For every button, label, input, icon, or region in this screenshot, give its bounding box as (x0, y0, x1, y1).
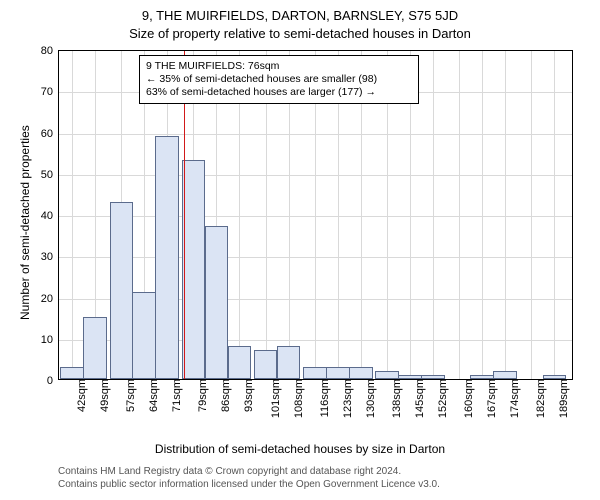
x-axis-label: Distribution of semi-detached houses by … (0, 442, 600, 456)
y-tick-label: 50 (41, 169, 59, 181)
x-tick-label: 57sqm (121, 379, 137, 412)
annotation-line: 9 THE MUIRFIELDS: 76sqm (146, 60, 412, 73)
x-tick-label: 101sqm (266, 379, 282, 418)
y-tick-label: 0 (47, 375, 59, 387)
gridline-vertical (433, 51, 434, 379)
histogram-bar (254, 350, 278, 379)
histogram-bar (182, 160, 206, 379)
annotation-line: 63% of semi-detached houses are larger (… (146, 86, 412, 99)
x-tick-label: 123sqm (338, 379, 354, 418)
x-tick-label: 86sqm (216, 379, 232, 412)
attribution-footer: Contains HM Land Registry data © Crown c… (58, 466, 440, 491)
gridline-vertical (482, 51, 483, 379)
gridline-vertical (459, 51, 460, 379)
gridline-vertical (554, 51, 555, 379)
histogram-bar (493, 371, 517, 379)
x-tick-label: 167sqm (482, 379, 498, 418)
histogram-plot: 0102030405060708042sqm49sqm57sqm64sqm71s… (58, 50, 573, 380)
histogram-bar (205, 226, 229, 379)
annotation-box: 9 THE MUIRFIELDS: 76sqm← 35% of semi-det… (139, 55, 419, 104)
histogram-bar (398, 375, 422, 379)
histogram-bar (110, 202, 134, 379)
y-tick-label: 20 (41, 293, 59, 305)
annotation-line: ← 35% of semi-detached houses are smalle… (146, 73, 412, 86)
histogram-bar (349, 367, 373, 379)
y-tick-label: 10 (41, 334, 59, 346)
x-tick-label: 116sqm (315, 379, 331, 417)
x-tick-label: 189sqm (554, 379, 570, 418)
x-tick-label: 42sqm (72, 379, 88, 412)
gridline-vertical (72, 51, 73, 379)
x-tick-label: 145sqm (410, 379, 426, 418)
histogram-bar (132, 292, 156, 379)
histogram-bar (277, 346, 301, 379)
histogram-bar (60, 367, 84, 379)
x-tick-label: 108sqm (289, 379, 305, 418)
x-tick-label: 160sqm (459, 379, 475, 418)
footer-line: Contains public sector information licen… (58, 479, 440, 492)
histogram-bar (155, 136, 179, 379)
x-tick-label: 138sqm (387, 379, 403, 418)
histogram-bar (303, 367, 327, 379)
gridline-vertical (531, 51, 532, 379)
x-tick-label: 71sqm (167, 379, 183, 412)
histogram-bar (421, 375, 445, 379)
x-tick-label: 182sqm (531, 379, 547, 418)
x-tick-label: 79sqm (193, 379, 209, 412)
histogram-bar (228, 346, 252, 379)
x-tick-label: 93sqm (239, 379, 255, 412)
y-tick-label: 40 (41, 210, 59, 222)
x-tick-label: 64sqm (144, 379, 160, 412)
page-title: 9, THE MUIRFIELDS, DARTON, BARNSLEY, S75… (0, 8, 600, 23)
histogram-bar (470, 375, 494, 379)
gridline-vertical (505, 51, 506, 379)
histogram-bar (375, 371, 399, 379)
histogram-bar (326, 367, 350, 379)
x-tick-label: 49sqm (95, 379, 111, 412)
histogram-bar (543, 375, 567, 379)
y-axis-label: Number of semi-detached properties (18, 125, 32, 320)
y-tick-label: 80 (41, 45, 59, 57)
x-tick-label: 152sqm (433, 379, 449, 418)
y-tick-label: 60 (41, 128, 59, 140)
histogram-bar (83, 317, 107, 379)
footer-line: Contains HM Land Registry data © Crown c… (58, 466, 440, 479)
x-tick-label: 174sqm (505, 379, 521, 418)
y-tick-label: 30 (41, 251, 59, 263)
y-tick-label: 70 (41, 86, 59, 98)
chart-subtitle: Size of property relative to semi-detach… (0, 26, 600, 41)
x-tick-label: 130sqm (361, 379, 377, 418)
